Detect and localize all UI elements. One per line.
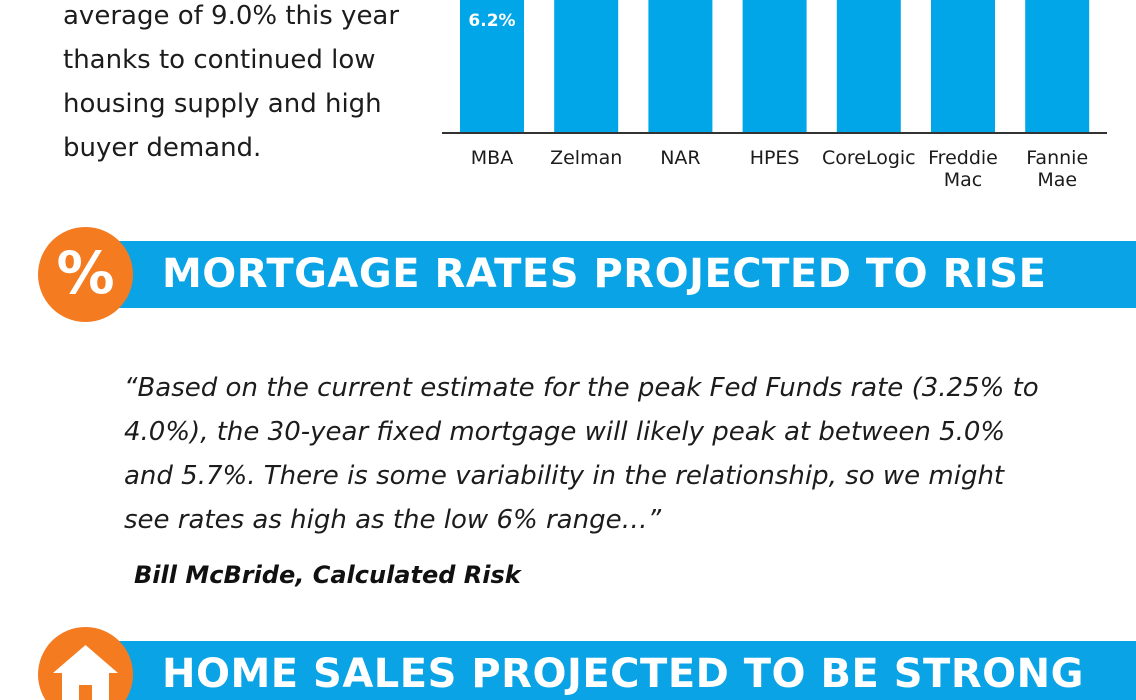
section-mortgage-rates: MORTGAGE RATES PROJECTED TO RISE % — [0, 225, 1136, 325]
bar-mba — [460, 0, 524, 132]
forecast-bar-chart: 6.2% MBA Zelman NAR HPES CoreLogic Freddie Mac F… — [430, 0, 1120, 200]
x-tick-label: Fannie Mae — [1026, 147, 1088, 191]
quote-attribution: Bill McBride, Calculated Risk — [134, 561, 521, 589]
x-tick-label: NAR — [660, 147, 700, 169]
section-band — [60, 241, 1136, 308]
percent-icon: % — [56, 239, 115, 307]
house-icon — [38, 627, 133, 700]
x-tick-label: Zelman — [550, 147, 622, 169]
bar-nar — [648, 0, 713, 132]
section-title: HOME SALES PROJECTED TO BE STRONG — [162, 651, 1084, 697]
data-label: 6.2% — [468, 11, 515, 31]
x-tick-label: HPES — [750, 147, 800, 169]
x-tick-label: CoreLogic — [822, 147, 916, 169]
bar-fannie-mae — [1025, 0, 1090, 132]
x-tick-label: MBA — [471, 147, 513, 169]
quote-text: “Based on the current estimate for the p… — [124, 373, 1039, 535]
intro-text: average of 9.0% this year thanks to cont… — [63, 1, 400, 163]
section-title: MORTGAGE RATES PROJECTED TO RISE — [162, 251, 1047, 297]
section-badge — [38, 627, 133, 700]
chart-svg: 6.2% MBA Zelman NAR HPES CoreLogic Freddie Mac F… — [442, 0, 1107, 191]
bar-corelogic — [836, 0, 901, 132]
x-tick-label: Freddie Mac — [928, 147, 998, 191]
section-badge: % — [38, 227, 133, 322]
bar-zelman — [554, 0, 619, 132]
section-band — [60, 641, 1136, 700]
bar-freddie-mac — [931, 0, 995, 132]
bar-hpes — [742, 0, 807, 132]
section-home-sales: HOME SALES PROJECTED TO BE STRONG — [0, 625, 1136, 700]
